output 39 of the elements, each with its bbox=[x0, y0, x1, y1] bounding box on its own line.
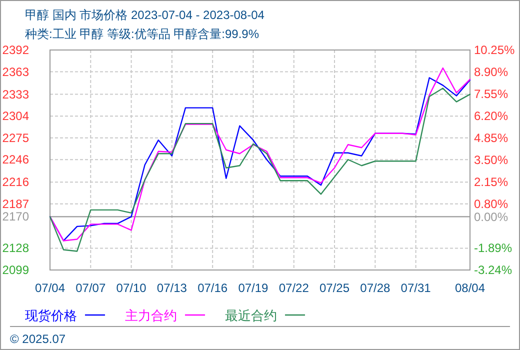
y2-tick-label: 3.50% bbox=[474, 153, 508, 168]
y-tick-label: 2128 bbox=[2, 241, 30, 256]
x-tick-label: 07/28 bbox=[360, 281, 390, 295]
y-tick-label: 2304 bbox=[2, 109, 30, 124]
x-tick-label: 07/22 bbox=[278, 281, 310, 295]
y-tick-label: 2275 bbox=[2, 130, 30, 145]
x-tick-label: 07/25 bbox=[320, 281, 350, 295]
chart-subtitle: 种类:工业 甲醇 等级:优等品 甲醇含量:99.9% bbox=[25, 27, 260, 41]
y2-tick-label: 4.85% bbox=[474, 131, 508, 146]
y-tick-label: 2216 bbox=[2, 175, 30, 190]
y2-tick-label: -3.24% bbox=[474, 263, 512, 277]
text: © 2025.07 bbox=[10, 332, 66, 346]
x-tick-label: 07/19 bbox=[238, 281, 269, 295]
y2-tick-label: 0.80% bbox=[474, 197, 508, 212]
x-tick-label: 07/07 bbox=[76, 281, 106, 295]
y-tick-label: 2392 bbox=[2, 43, 30, 57]
y-tick-label: 2170 bbox=[2, 210, 30, 224]
y-tick-label: 2333 bbox=[2, 87, 30, 102]
legend-label: 主力合约 bbox=[125, 308, 177, 323]
x-tick-label: 07/10 bbox=[116, 281, 147, 295]
y-tick-label: 2363 bbox=[2, 64, 30, 79]
y-tick-label: 2099 bbox=[2, 263, 30, 277]
y2-tick-label: 7.55% bbox=[474, 87, 508, 102]
y2-tick-label: 0.00% bbox=[474, 210, 508, 224]
y-tick-label: 2246 bbox=[2, 152, 30, 167]
x-tick-label: 07/31 bbox=[400, 281, 432, 295]
chart-title: 甲醇 国内 市场价格 2023-07-04 - 2023-08-04 bbox=[25, 8, 265, 22]
x-tick-label: 08/04 bbox=[454, 281, 486, 295]
legend-label: 现货价格 bbox=[25, 308, 77, 323]
y2-tick-label: 6.20% bbox=[474, 109, 508, 124]
x-tick-label: 07/13 bbox=[156, 281, 188, 295]
y2-tick-label: 10.25% bbox=[474, 43, 516, 57]
y2-tick-label: 8.90% bbox=[474, 65, 508, 80]
y-tick-label: 2187 bbox=[2, 196, 30, 211]
x-tick-label: 07/04 bbox=[34, 281, 66, 295]
x-tick-label: 07/16 bbox=[198, 281, 228, 295]
y2-tick-label: -1.89% bbox=[474, 240, 512, 255]
y2-tick-label: 2.15% bbox=[474, 175, 508, 190]
legend-label: 最近合约 bbox=[225, 308, 277, 323]
